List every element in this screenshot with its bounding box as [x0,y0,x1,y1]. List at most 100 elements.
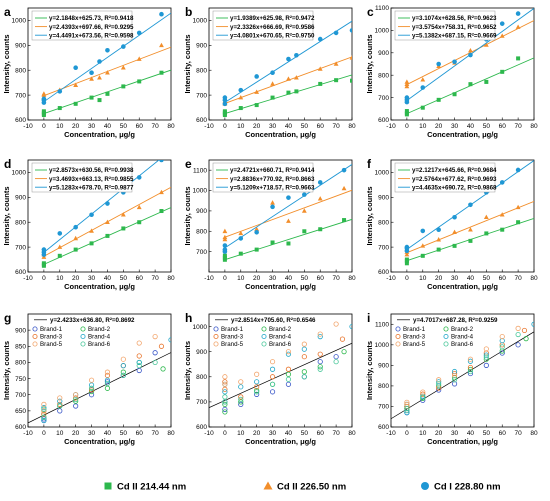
data-point-cd226 [404,83,410,89]
y-tick-label: 800 [378,383,389,390]
data-point-cd226 [105,219,110,225]
fit-line-cd228 [224,20,352,103]
bottom-legend-marker [104,482,112,490]
data-point-cd214 [342,218,347,223]
brand-point-4 [483,352,489,358]
bottom-legend-label: Cd I 228.80 nm [434,482,501,493]
y-tick-label: 1100 [375,5,389,12]
y-tick-label: 800 [196,228,207,235]
brand-point-5 [333,321,339,327]
brand-point-5 [254,371,260,377]
brand-point-6 [238,396,244,402]
data-point-cd226 [159,189,164,195]
data-point-cd228 [57,89,63,94]
data-point-cd214 [294,89,299,94]
y-tick-label: 600 [196,424,207,431]
data-point-cd214 [238,251,243,256]
x-tick-label: 50 [120,430,128,437]
x-tick-label: 70 [151,430,159,437]
data-point-cd228 [404,95,410,100]
brand-point-3 [88,387,95,393]
fit-equation: y=2.8514x+705.60, R²=0.6546 [231,317,316,324]
brand-legend-marker [213,333,219,339]
brand-point-3 [238,394,244,400]
x-tick-label: 50 [483,123,491,130]
panel-letter: g [4,311,11,325]
brand-legend-marker [395,326,401,332]
data-point-cd214 [420,253,425,258]
y-tick-label: 900 [15,195,26,202]
brand-point-3 [254,384,260,390]
y-tick-label: 1000 [375,28,390,35]
panel-letter: i [367,311,370,325]
data-point-cd214 [404,261,409,266]
brand-legend-label: Brand-6 [88,341,111,348]
data-point-cd226 [341,185,347,191]
brand-legend-label: Brand-2 [269,326,292,333]
brand-legend-marker [443,333,449,339]
legend-box [212,10,314,41]
x-tick-label: 10 [56,275,64,282]
brand-point-1 [73,403,79,409]
plot-area [209,321,352,415]
brand-point-6 [317,366,323,372]
x-tick-label: 30 [88,275,96,282]
legend-equation: y=2.4721x+660.71, R²=0.9414 [230,167,315,174]
brand-point-2 [120,369,126,375]
x-tick-label: 80 [348,123,356,130]
brand-legend-label: Brand-4 [451,334,474,341]
brand-legend-label: Brand-3 [221,334,244,341]
x-tick-label: 20 [253,275,261,282]
brand-legend-label: Brand-5 [403,341,426,348]
brand-point-5 [404,399,410,405]
y-tick-label: 1100 [193,167,207,174]
brand-legend: Brand-1 Brand-2 Brand-3 Brand-4 Brand-5 Brand… [213,326,292,348]
data-point-cd214 [500,69,505,74]
brand-point-3 [41,411,47,417]
panel-i: i -10 0 10 20 30 40 50 60 70 80 600 700 800 900 1000 110… [365,311,538,446]
data-point-cd214 [334,78,339,83]
brand-point-3 [339,336,346,342]
legend-box [212,162,314,193]
legend-equation: y=4.4491x+673.56, R²=0.9598 [49,32,134,39]
legend-equation: y=2.8836x+770.92, R²=0.8663 [230,176,315,183]
fit-line-cd228 [43,12,171,103]
y-tick-label: 900 [378,363,389,370]
brand-point-2 [285,371,292,377]
brand-point-2 [301,369,307,375]
data-point-cd226 [57,244,63,249]
data-point-cd226 [499,212,505,217]
brand-point-1 [515,342,521,348]
legend-equation: y=5.1283x+678.70, R²=0.9877 [49,184,134,191]
brand-legend-label: Brand-5 [221,341,244,348]
data-point-cd226 [120,212,126,217]
data-point-cd214 [436,97,441,102]
brand-point-5 [285,349,292,355]
data-point-cd226 [293,75,299,80]
data-point-cd228 [238,87,244,93]
data-point-cd214 [286,241,291,246]
y-tick-label: 1000 [193,18,208,25]
data-point-cd226 [301,208,307,213]
brand-legend-marker [80,341,86,347]
brand-legend-marker [213,326,219,332]
data-point-cd214 [41,263,46,268]
brand-point-1 [41,416,47,422]
brand-point-4 [467,358,474,364]
brand-point-5 [483,346,489,352]
fit-line-cd228 [224,164,352,249]
data-point-cd214 [516,56,521,61]
brand-point-5 [301,341,307,347]
data-point-cd228 [41,96,47,102]
x-tick-label: 50 [301,275,309,282]
brand-legend-label: Brand-2 [451,326,474,333]
fit-line-cd214 [224,218,352,261]
x-tick-label: 70 [514,430,522,437]
brand-point-5 [499,333,505,340]
x-tick-label: 70 [151,123,159,130]
x-tick-label: 0 [42,275,46,282]
x-tick-label: 20 [435,430,443,437]
plot-frame [27,7,172,121]
data-point-cd228 [222,243,228,248]
x-axis-label: Concentration, μg/g [427,437,498,446]
